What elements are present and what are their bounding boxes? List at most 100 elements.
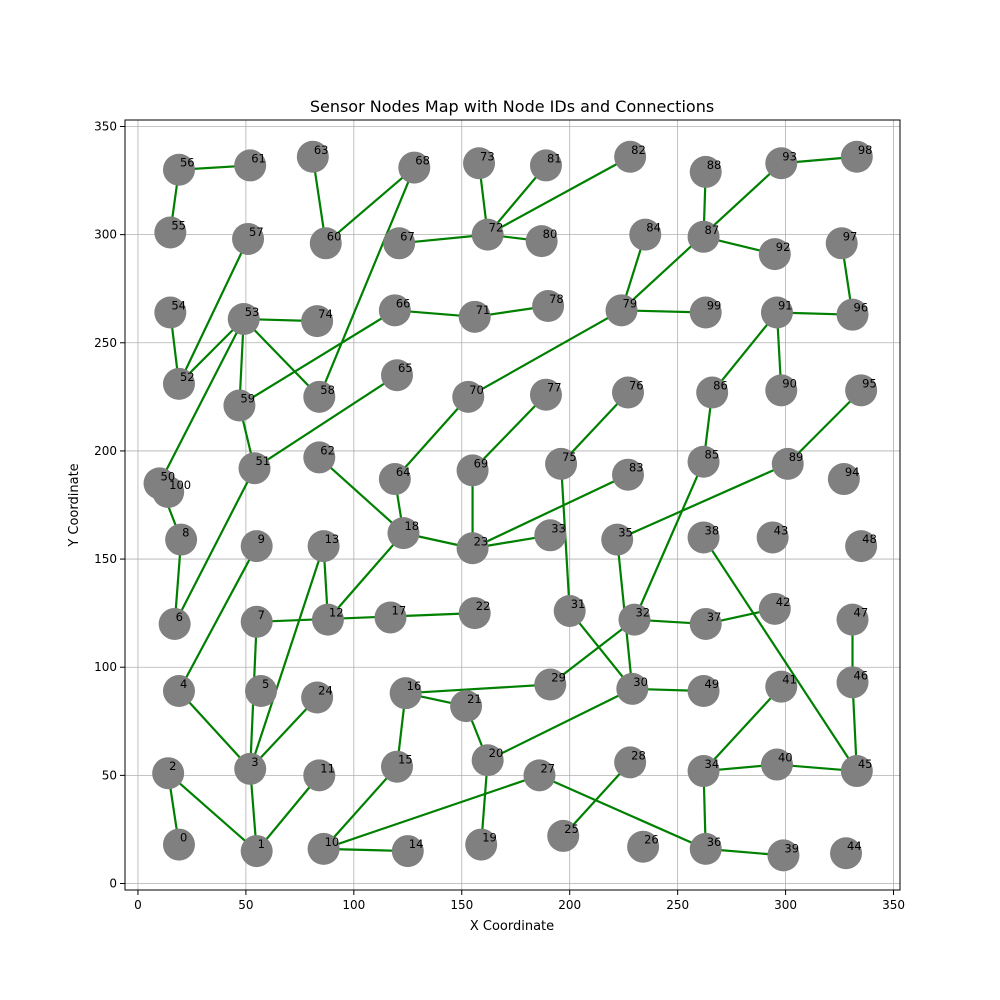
sensor-node-95: [845, 374, 878, 407]
connection-line-69-77: [471, 393, 547, 472]
node-id-label-73: 73: [480, 149, 495, 163]
sensor-node-76: [611, 376, 644, 409]
node-id-label-8: 8: [182, 526, 189, 540]
node-id-label-1: 1: [258, 837, 265, 851]
node-id-label-92: 92: [776, 240, 791, 254]
node-id-label-23: 23: [474, 534, 489, 548]
connection-line-3-24: [249, 696, 318, 770]
node-id-label-42: 42: [776, 595, 791, 609]
node-id-label-18: 18: [404, 519, 419, 533]
sensor-node-28: [614, 746, 647, 779]
y-tick-label: 250: [94, 336, 117, 350]
node-id-label-80: 80: [543, 227, 558, 241]
node-id-label-74: 74: [318, 307, 333, 321]
connection-line-27-36: [539, 774, 707, 850]
node-id-label-89: 89: [789, 450, 804, 464]
connection-line-72-82: [487, 155, 631, 236]
sensor-node-39: [767, 839, 800, 872]
sensor-node-72: [471, 218, 504, 251]
y-tick-label: 100: [94, 660, 117, 674]
node-id-label-32: 32: [635, 606, 650, 620]
sensor-node-81: [529, 149, 562, 182]
sensor-node-78: [532, 290, 565, 323]
node-id-label-84: 84: [646, 221, 661, 235]
sensor-node-68: [398, 151, 431, 184]
node-id-label-12: 12: [329, 606, 344, 620]
connection-line-53-58: [242, 318, 321, 398]
node-id-label-17: 17: [392, 603, 407, 617]
sensor-node-62: [303, 441, 336, 474]
sensor-node-18: [387, 517, 420, 550]
node-id-label-26: 26: [644, 833, 659, 847]
connection-line-68-60: [325, 166, 415, 245]
sensor-node-43: [756, 521, 789, 554]
node-id-label-65: 65: [398, 361, 413, 375]
sensor-node-30: [616, 672, 649, 705]
sensor-node-66: [378, 294, 411, 327]
connection-line-45-38: [702, 536, 858, 772]
y-tick-label: 150: [94, 552, 117, 566]
node-id-label-54: 54: [171, 299, 186, 313]
node-id-label-40: 40: [778, 751, 793, 765]
sensor-node-5: [245, 675, 278, 708]
node-id-label-64: 64: [396, 465, 411, 479]
node-id-label-22: 22: [476, 599, 491, 613]
connection-line-29-32: [549, 618, 636, 686]
connection-line-35-89: [616, 462, 789, 541]
sensor-node-21: [450, 690, 483, 723]
node-id-label-62: 62: [320, 443, 335, 457]
node-id-label-3: 3: [251, 755, 258, 769]
sensor-node-84: [629, 218, 662, 251]
connection-line-51-65: [253, 374, 398, 470]
sensor-node-59: [223, 389, 256, 422]
sensor-node-31: [553, 594, 586, 627]
node-id-label-60: 60: [327, 229, 342, 243]
connection-line-58-68: [318, 167, 416, 398]
sensor-node-91: [760, 296, 793, 329]
node-id-label-61: 61: [251, 151, 266, 165]
node-id-label-14: 14: [409, 837, 424, 851]
node-id-label-71: 71: [476, 303, 491, 317]
sensor-node-79: [605, 294, 638, 327]
node-id-label-4: 4: [180, 677, 187, 691]
node-id-label-70: 70: [469, 383, 484, 397]
node-id-label-53: 53: [245, 305, 260, 319]
sensor-node-19: [465, 828, 498, 861]
sensor-node-100: [152, 476, 185, 509]
connection-line-18-62: [318, 456, 405, 534]
sensor-node-71: [458, 300, 491, 333]
node-id-label-34: 34: [705, 757, 720, 771]
node-id-label-75: 75: [562, 450, 577, 464]
node-id-label-79: 79: [623, 296, 638, 310]
sensor-node-52: [162, 367, 195, 400]
x-axis-label: X Coordinate: [470, 919, 554, 934]
sensor-node-35: [601, 523, 634, 556]
sensor-node-67: [383, 227, 416, 260]
sensor-node-23: [456, 532, 489, 565]
x-tick-label: 200: [558, 898, 581, 912]
node-id-label-85: 85: [705, 448, 720, 462]
node-id-label-15: 15: [398, 753, 413, 767]
sensor-node-55: [154, 216, 187, 249]
node-id-label-67: 67: [400, 229, 415, 243]
sensor-node-88: [689, 155, 722, 188]
node-id-label-19: 19: [482, 831, 497, 845]
node-id-label-51: 51: [256, 454, 271, 468]
sensor-node-34: [687, 755, 720, 788]
node-id-label-83: 83: [629, 461, 644, 475]
node-id-label-69: 69: [474, 456, 489, 470]
connection-line-3-13: [249, 545, 325, 770]
node-id-label-81: 81: [547, 151, 562, 165]
node-labels-layer: 0 12 34 56 78 9101112131415161718192021222325…: [161, 143, 877, 856]
connection-line-1-11: [255, 774, 321, 852]
node-id-label-30: 30: [633, 675, 648, 689]
sensor-node-89: [771, 447, 804, 480]
x-axis-ticks: 0 50 100 150 200 250 300 350: [134, 890, 905, 912]
connection-line-34-41: [702, 685, 783, 772]
node-id-label-16: 16: [407, 679, 422, 693]
sensor-node-65: [381, 359, 414, 392]
node-id-label-48: 48: [862, 532, 877, 546]
node-id-label-90: 90: [782, 376, 797, 390]
sensor-node-64: [378, 463, 411, 496]
sensor-node-61: [234, 149, 267, 182]
